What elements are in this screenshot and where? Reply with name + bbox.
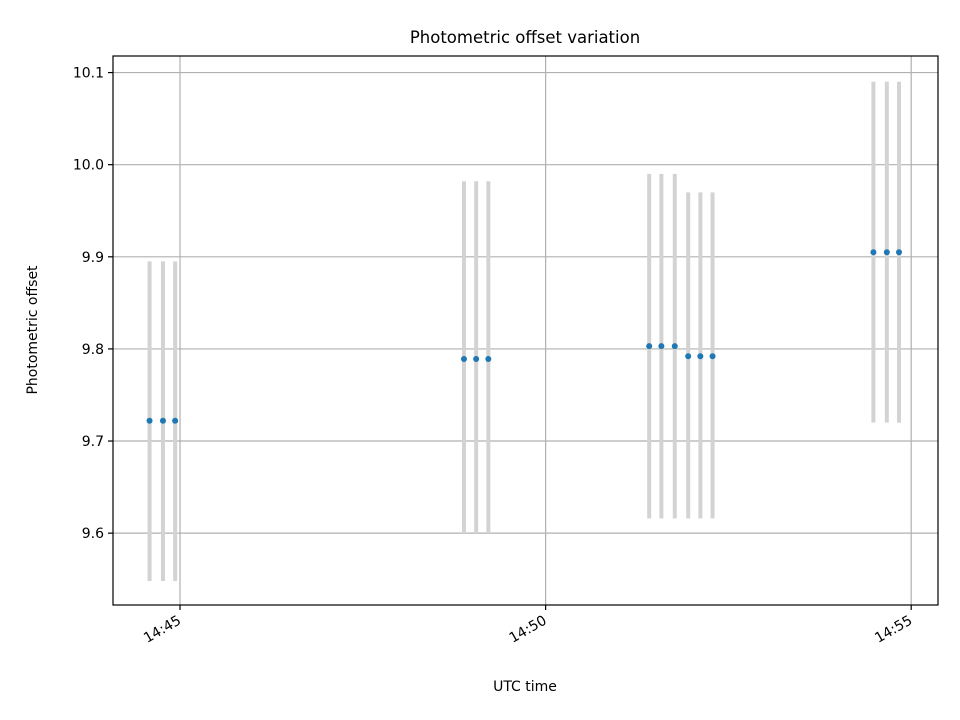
y-tick-label: 10.0: [73, 158, 104, 174]
data-point: [896, 249, 903, 256]
data-point: [685, 353, 692, 360]
data-point: [460, 356, 467, 363]
chart-title: Photometric offset variation: [410, 28, 640, 47]
y-tick-label: 9.9: [82, 250, 104, 266]
y-tick-label: 9.6: [82, 526, 104, 542]
data-point: [473, 356, 480, 363]
y-tick-label: 9.7: [82, 434, 104, 450]
data-point: [697, 353, 704, 360]
point-layer: [146, 249, 903, 424]
data-point: [146, 417, 153, 424]
plot-frame: [112, 55, 939, 606]
data-point: [883, 249, 890, 256]
data-point: [709, 353, 716, 360]
data-point: [646, 343, 653, 350]
data-point: [485, 356, 492, 363]
data-point: [658, 343, 665, 350]
data-point: [172, 417, 179, 424]
x-axis-label: UTC time: [493, 679, 557, 695]
y-axis-label: Photometric offset: [25, 265, 41, 395]
data-point: [870, 249, 877, 256]
data-point: [671, 343, 678, 350]
grid-layer: [113, 56, 938, 605]
y-tick-label: 10.1: [73, 66, 104, 82]
y-tick-label: 9.8: [82, 342, 104, 358]
data-point: [159, 417, 166, 424]
